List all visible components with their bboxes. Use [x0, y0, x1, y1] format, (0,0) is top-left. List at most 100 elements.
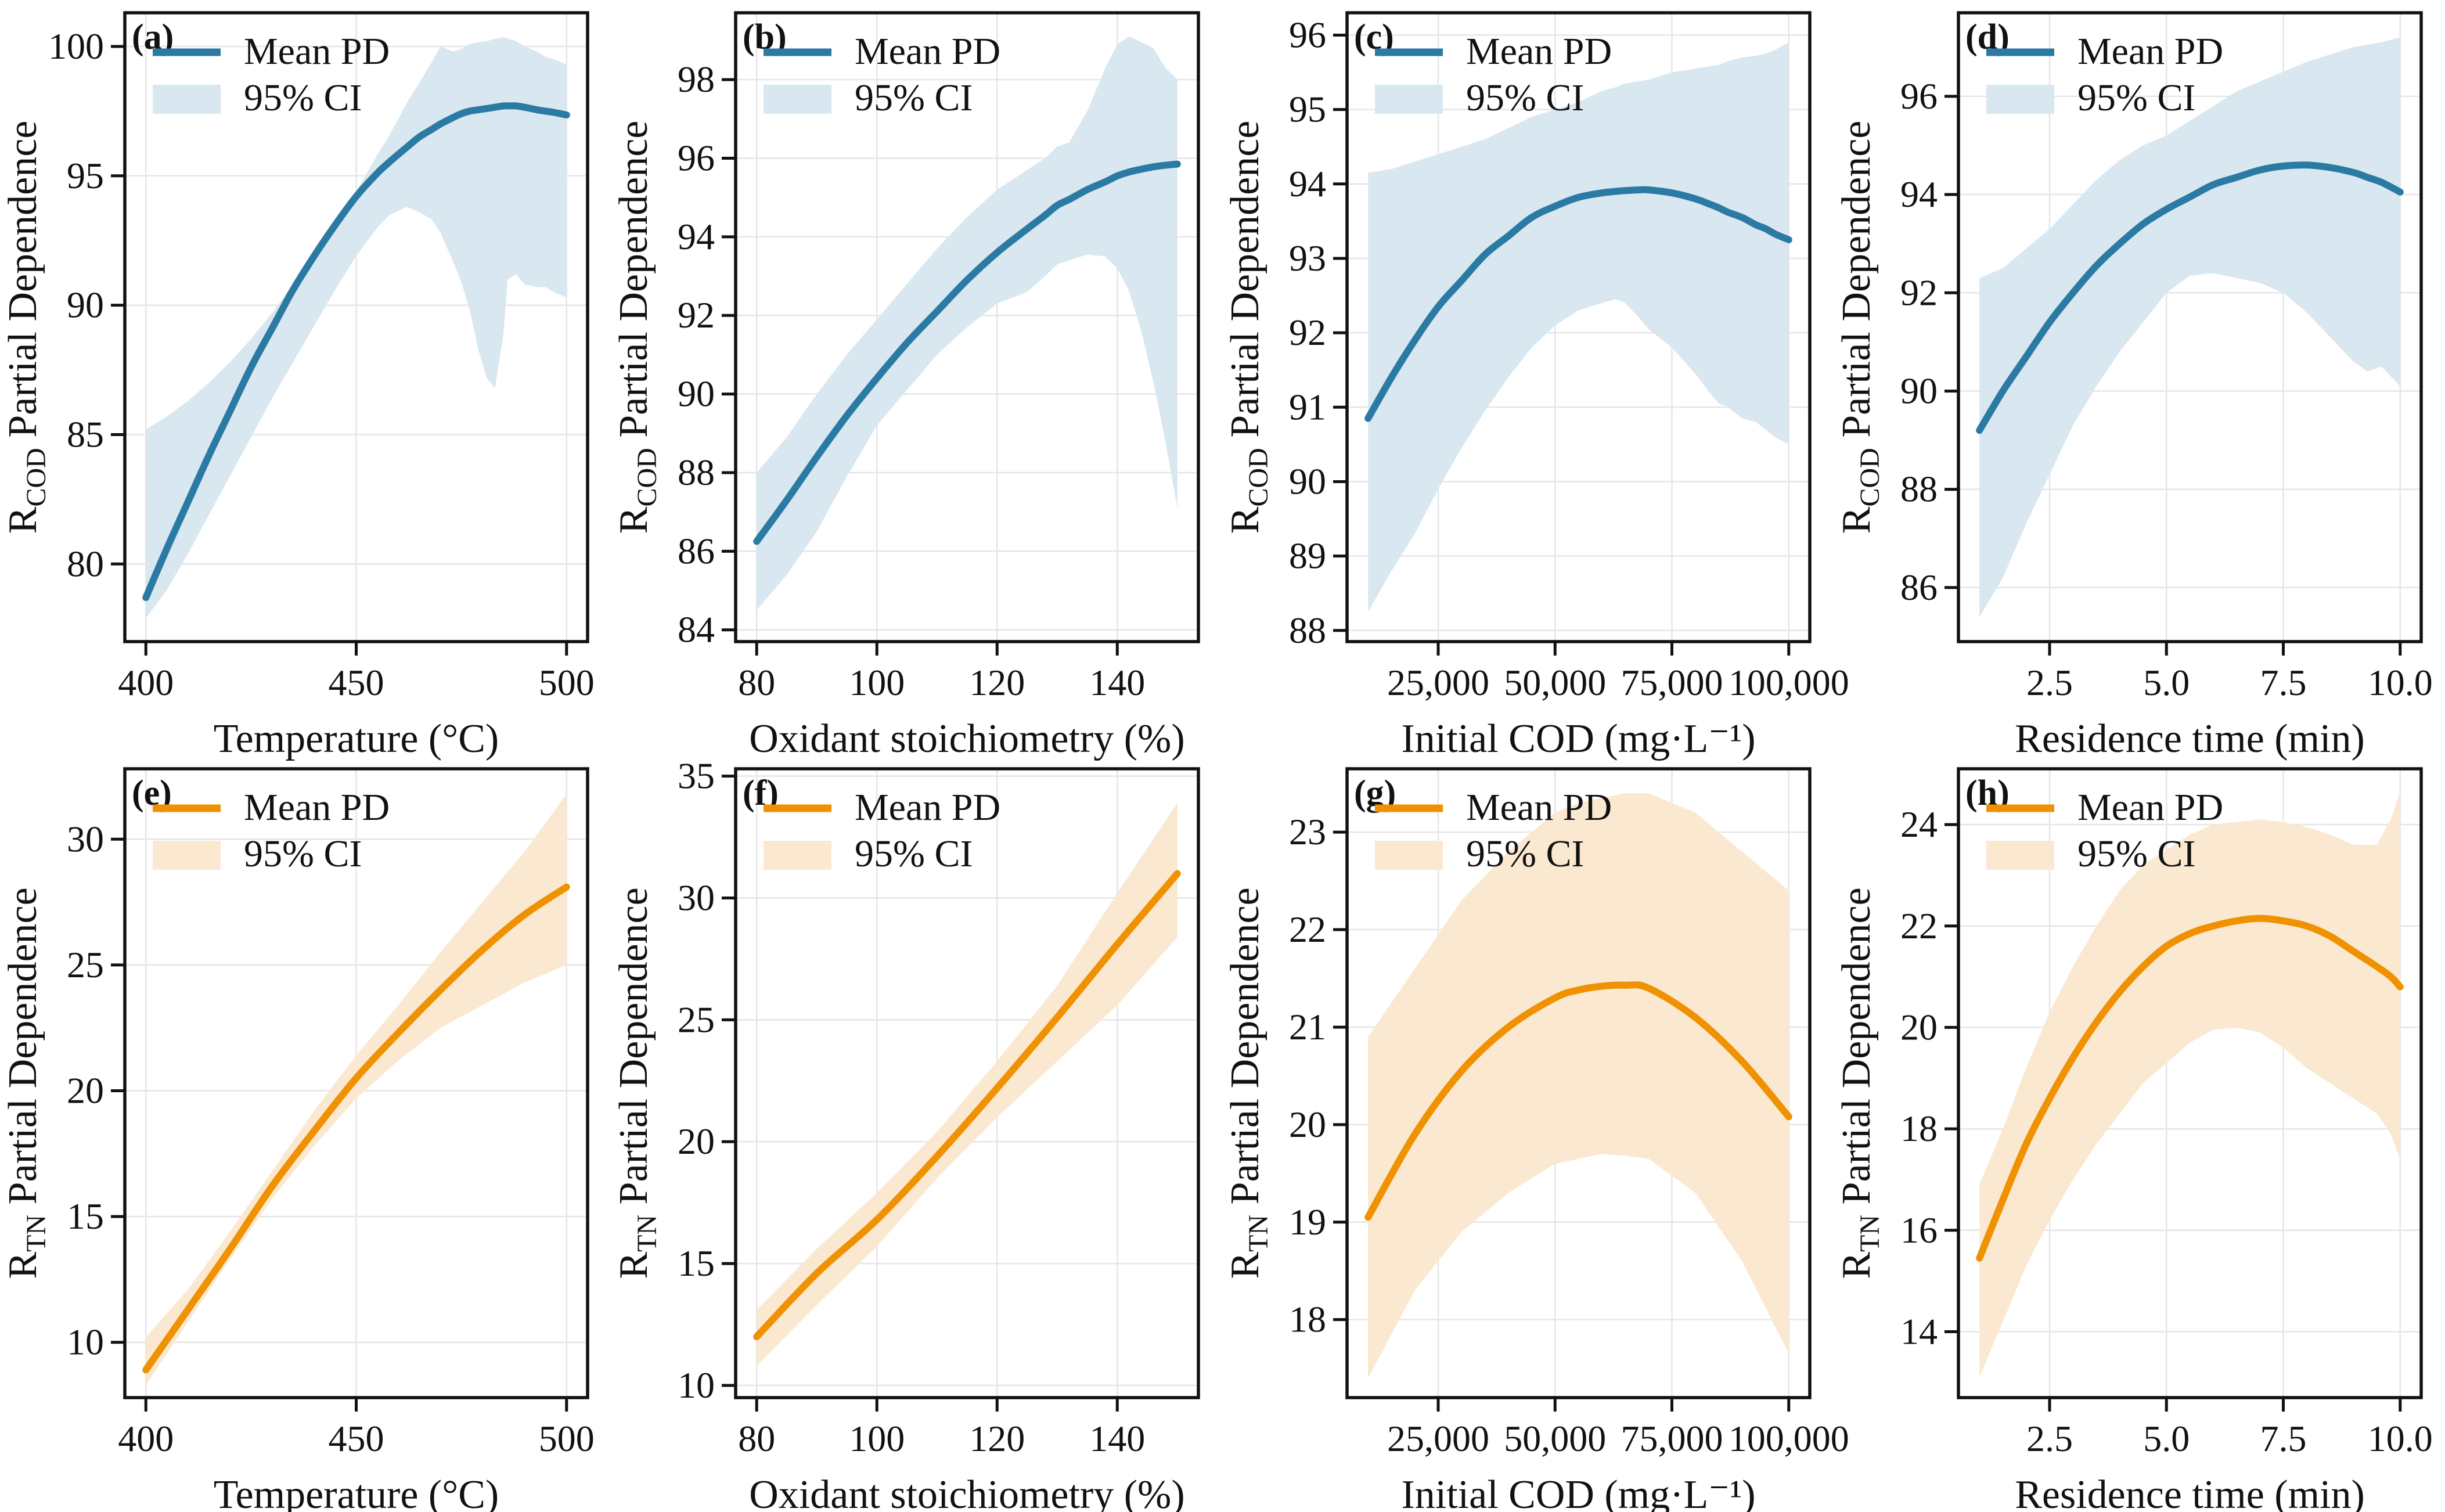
plot-spines	[1957, 11, 2423, 643]
y-tick-label: 85	[67, 413, 104, 455]
x-tick-label: 400	[118, 1418, 174, 1459]
legend-mean-label: Mean PD	[2077, 786, 2223, 829]
chart-svg-d: 2.5 5.0 7.5 10.0 86 88 90 92 94 96 Residence time …	[1834, 11, 2433, 761]
y-tick-label: 30	[678, 877, 715, 918]
y-axis-title: RTN Partial Dependence	[1223, 887, 1274, 1279]
mean-line	[1364, 186, 1792, 422]
chart-svg-a: 400 450 500 80 85 90 95 100 Temperature (°C) RCOD…	[1, 11, 595, 761]
y-tick-label: 16	[1900, 1209, 1938, 1251]
mean-line	[1976, 161, 2404, 434]
ci-band	[757, 802, 1178, 1366]
y-tick-label: 10	[678, 1365, 715, 1406]
plot-spines	[734, 767, 1200, 1399]
y-tick-label: 20	[1900, 1006, 1938, 1047]
y-tick-label: 25	[678, 999, 715, 1040]
x-tick-label: 120	[969, 662, 1025, 703]
legend-ci-label: 95% CI	[2077, 833, 2195, 875]
legend-mean-label: Mean PD	[1466, 30, 1612, 73]
panel-d: 2.5 5.0 7.5 10.0 86 88 90 92 94 96 Residence time …	[1834, 0, 2445, 761]
y-axis-title: RTN Partial Dependence	[1834, 887, 1885, 1279]
y-tick-label: 22	[1289, 909, 1326, 950]
y-tick-label: 98	[678, 59, 715, 100]
y-tick-label: 80	[67, 543, 104, 584]
y-tick-label: 23	[1289, 811, 1326, 852]
mean-line	[142, 883, 570, 1374]
y-tick-label: 93	[1289, 237, 1326, 279]
mean-line	[753, 870, 1181, 1341]
mean-line	[753, 160, 1181, 545]
y-tick-label: 100	[48, 26, 104, 67]
x-axis-title: Initial COD (mg·L⁻¹)	[1401, 717, 1755, 761]
x-axis-title: Residence time (min)	[2015, 717, 2365, 761]
plot-spines	[1345, 11, 1812, 643]
y-tick-label: 24	[1900, 804, 1938, 845]
panel-f: 80 100 120 140 10 15 20 25 30 35 Oxidant stoichiom…	[611, 755, 1222, 1512]
y-tick-label: 25	[67, 944, 104, 985]
y-tick-label: 15	[67, 1196, 104, 1237]
plot-spines	[1345, 767, 1812, 1399]
y-tick-label: 94	[1289, 163, 1326, 204]
legend-mean-label: Mean PD	[855, 786, 1000, 829]
plot-spines	[1957, 767, 2423, 1399]
legend-ci-label: 95% CI	[244, 833, 362, 875]
x-tick-label: 5.0	[2143, 1418, 2190, 1459]
x-axis-title: Residence time (min)	[2015, 1473, 2365, 1512]
ci-band	[1979, 37, 2400, 617]
y-tick-label: 96	[1900, 75, 1938, 117]
x-tick-label: 2.5	[2026, 662, 2073, 703]
y-tick-label: 15	[678, 1243, 715, 1284]
x-tick-label: 7.5	[2260, 662, 2307, 703]
legend-ci-swatch	[764, 841, 831, 870]
y-tick-label: 19	[1289, 1201, 1326, 1243]
y-tick-label: 90	[1289, 460, 1326, 502]
y-tick-label: 18	[1289, 1299, 1326, 1340]
y-tick-label: 94	[678, 216, 715, 257]
x-tick-label: 75,000	[1621, 662, 1723, 703]
x-tick-label: 500	[539, 662, 595, 703]
legend-ci-swatch	[153, 841, 221, 870]
ci-band	[1368, 793, 1789, 1378]
x-tick-label: 10.0	[2368, 1418, 2433, 1459]
y-tick-label: 94	[1900, 174, 1938, 215]
y-tick-label: 20	[678, 1121, 715, 1162]
y-axis-title: RTN Partial Dependence	[611, 887, 662, 1279]
panel-h: 2.5 5.0 7.5 10.0 14 16 18 20 22 24 Residence time …	[1834, 756, 2445, 1512]
y-tick-label: 14	[1900, 1311, 1938, 1352]
y-tick-label: 95	[1289, 89, 1326, 130]
ci-band	[1979, 791, 2400, 1378]
y-axis-title: RTN Partial Dependence	[1, 887, 52, 1279]
y-tick-label: 90	[678, 373, 715, 415]
legend-ci-swatch	[1375, 85, 1443, 114]
mean-line	[142, 102, 570, 602]
y-axis-title: RCOD Partial Dependence	[1223, 121, 1274, 534]
y-tick-label: 35	[678, 755, 715, 797]
y-tick-label: 22	[1900, 905, 1938, 946]
y-tick-label: 89	[1289, 535, 1326, 577]
chart-svg-b: 80 100 120 140 84 86 88 90 92 94 96 98 Oxidant stoic…	[611, 11, 1200, 761]
ci-band	[1368, 42, 1789, 612]
y-tick-label: 30	[67, 818, 104, 859]
y-tick-label: 88	[678, 452, 715, 493]
mean-line	[1976, 915, 2404, 1262]
chart-svg-c: 25,000 50,000 75,000 100,000 88 89 90 91 92 93 94 9…	[1223, 11, 1849, 761]
legend-ci-label: 95% CI	[855, 77, 973, 119]
y-axis-title: RCOD Partial Dependence	[1, 121, 52, 534]
legend-ci-label: 95% CI	[2077, 77, 2195, 119]
y-tick-label: 10	[67, 1322, 104, 1363]
legend-ci-swatch	[1375, 841, 1443, 870]
chart-svg-f: 80 100 120 140 10 15 20 25 30 35 Oxidant stoichiom…	[611, 755, 1200, 1512]
x-tick-label: 75,000	[1621, 1418, 1723, 1459]
legend-mean-label: Mean PD	[2077, 30, 2223, 73]
x-axis-title: Temperature (°C)	[214, 1473, 499, 1512]
panel-c: 25,000 50,000 75,000 100,000 88 89 90 91 92 93 94 9…	[1222, 0, 1849, 761]
x-tick-label: 100	[849, 662, 905, 703]
x-tick-label: 10.0	[2368, 662, 2433, 703]
y-axis-title: RCOD Partial Dependence	[611, 121, 662, 534]
plot-spines	[734, 11, 1200, 643]
x-tick-label: 25,000	[1387, 662, 1489, 703]
y-tick-label: 92	[678, 294, 715, 336]
y-tick-label: 88	[1900, 469, 1938, 510]
y-tick-label: 86	[678, 530, 715, 571]
x-tick-label: 50,000	[1504, 662, 1606, 703]
x-tick-label: 140	[1089, 662, 1145, 703]
